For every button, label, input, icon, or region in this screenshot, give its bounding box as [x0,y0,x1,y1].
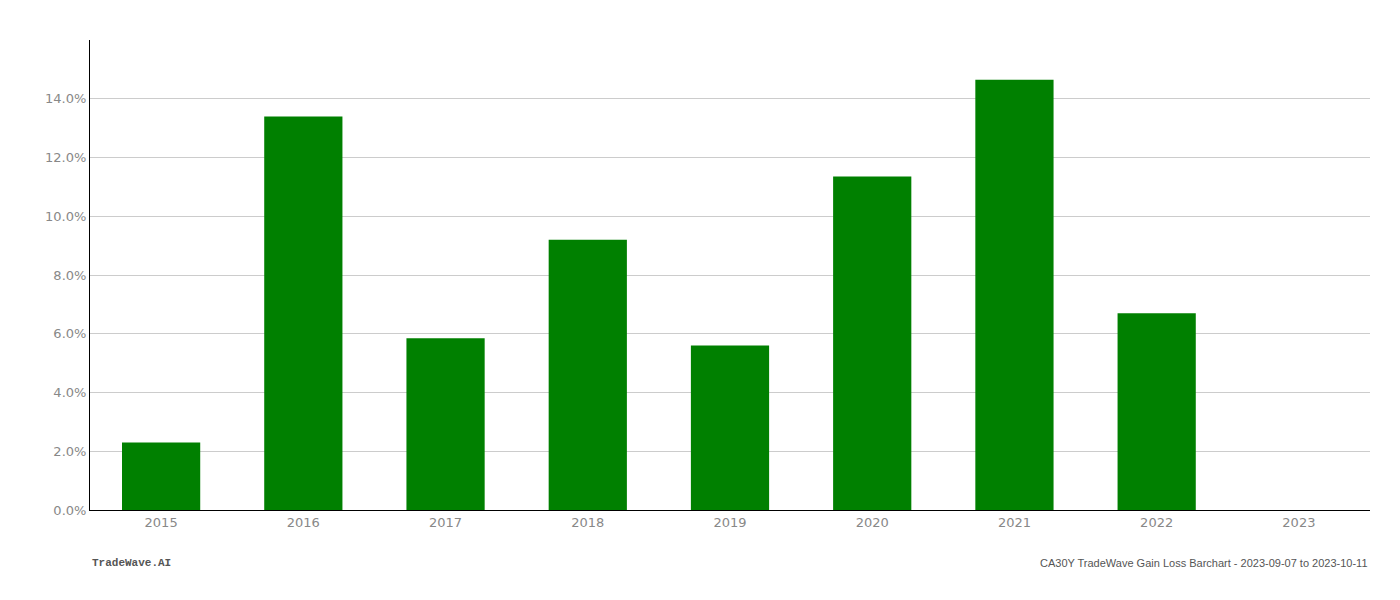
svg-text:CA30Y TradeWave Gain Loss Barc: CA30Y TradeWave Gain Loss Barchart - 202… [1040,557,1368,569]
svg-text:2016: 2016 [287,515,320,530]
svg-text:0.0%: 0.0% [53,503,86,518]
svg-text:12.0%: 12.0% [45,150,86,165]
svg-text:6.0%: 6.0% [53,326,86,341]
svg-text:2015: 2015 [145,515,178,530]
svg-text:TradeWave.AI: TradeWave.AI [92,557,171,569]
svg-text:2018: 2018 [571,515,604,530]
svg-text:2023: 2023 [1282,515,1315,530]
svg-text:14.0%: 14.0% [45,91,86,106]
svg-text:2.0%: 2.0% [53,444,86,459]
svg-text:4.0%: 4.0% [53,385,86,400]
svg-text:2022: 2022 [1140,515,1173,530]
svg-text:2021: 2021 [998,515,1031,530]
svg-text:10.0%: 10.0% [45,209,86,224]
svg-text:2020: 2020 [856,515,889,530]
svg-text:2019: 2019 [713,515,746,530]
svg-text:8.0%: 8.0% [53,268,86,283]
svg-text:2017: 2017 [429,515,462,530]
